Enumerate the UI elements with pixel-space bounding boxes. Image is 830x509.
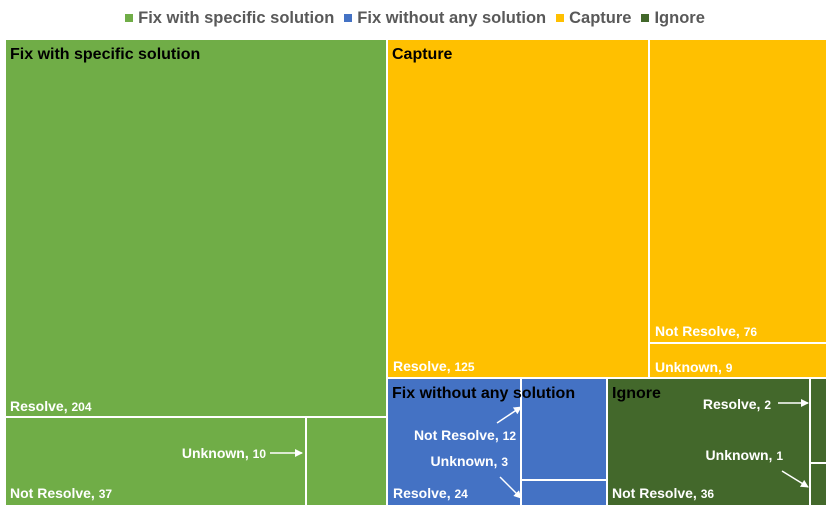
data-label-fix-without-any-solution-not-resolve: Not Resolve, 12 [414,427,516,443]
callout-arrow [781,470,809,488]
data-label-fix-without-any-solution-resolve: Resolve, 24 [393,485,468,501]
data-label-fix-with-specific-solution-unknown: Unknown, 10 [182,445,266,461]
group-label-fix-without-any-solution: Fix without any solution [392,385,575,402]
treemap-cell-fix-without-any-solution-unknown [520,479,608,507]
data-label-ignore-resolve: Resolve, 2 [703,396,771,412]
treemap-cell-ignore-resolve [809,377,828,464]
legend-label: Ignore [654,8,705,27]
legend-swatch [641,14,650,22]
data-label-capture-resolve: Resolve, 125 [393,358,475,374]
group-label-capture: Capture [392,46,453,63]
legend-swatch [556,14,565,22]
group-label-ignore: Ignore [612,385,661,402]
treemap-cell-fix-with-specific-solution-not-resolve [4,416,307,507]
treemap-cell-fix-without-any-solution-resolve [386,377,522,507]
legend-swatch [344,14,353,22]
data-label-fix-without-any-solution-unknown: Unknown, 3 [431,453,509,469]
legend-entry: Fix with specific solution [125,9,334,28]
legend-entry: Fix without any solution [344,9,546,28]
data-label-fix-with-specific-solution-resolve: Resolve, 204 [10,398,92,414]
legend-entry: Ignore [641,8,705,28]
data-label-fix-with-specific-solution-not-resolve: Not Resolve, 37 [10,485,112,501]
legend-label: Capture [569,8,632,27]
callout-arrow [499,476,522,499]
treemap-cell-fix-with-specific-solution-unknown [305,416,388,507]
treemap-cell-fix-with-specific-solution-resolve [4,38,388,418]
data-label-capture-not-resolve: Not Resolve, 76 [655,323,757,339]
treemap-cell-capture-not-resolve [648,38,828,344]
chart-legend: Fix with specific solution Fix without a… [0,6,830,30]
legend-entry: Capture [556,9,631,28]
group-label-fix-with-specific-solution: Fix with specific solution [10,46,200,63]
legend-label: Fix without any solution [357,8,547,27]
data-label-ignore-unknown: Unknown, 1 [706,447,784,463]
data-label-capture-unknown: Unknown, 9 [655,359,733,375]
legend-label: Fix with specific solution [138,8,335,27]
treemap-cell-capture-resolve [386,38,650,379]
legend-swatch [125,14,134,22]
callout-arrow [496,406,522,424]
treemap-cell-ignore-unknown [809,462,828,507]
data-label-ignore-not-resolve: Not Resolve, 36 [612,485,714,501]
